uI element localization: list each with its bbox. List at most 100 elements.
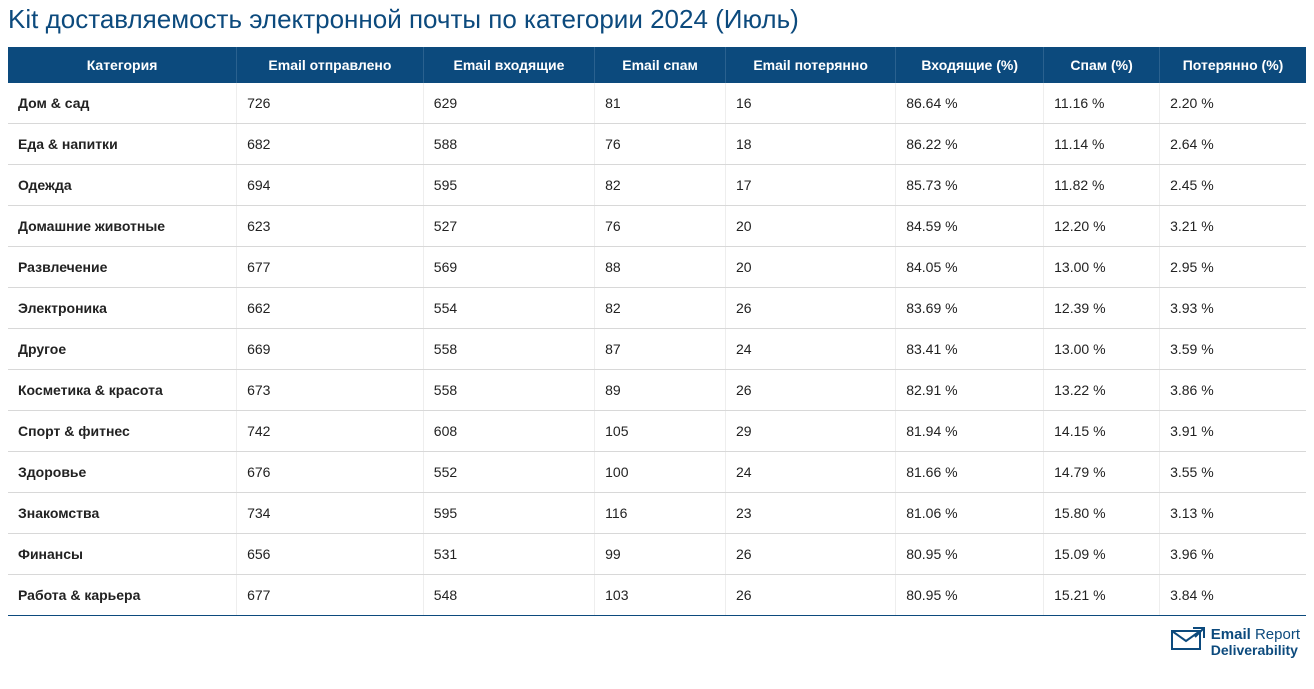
cell-value: 548 — [423, 575, 594, 616]
cell-value: 554 — [423, 288, 594, 329]
cell-value: 558 — [423, 370, 594, 411]
cell-value: 81.06 % — [896, 493, 1044, 534]
cell-value: 3.93 % — [1160, 288, 1306, 329]
cell-value: 23 — [726, 493, 896, 534]
cell-value: 608 — [423, 411, 594, 452]
col-header-sent[interactable]: Email отправлено — [237, 47, 424, 83]
table-row: Одежда694595821785.73 %11.82 %2.45 % — [8, 165, 1306, 206]
footer-brand-line1-light: Report — [1255, 626, 1300, 643]
cell-value: 694 — [237, 165, 424, 206]
cell-category: Развлечение — [8, 247, 237, 288]
cell-category: Спорт & фитнес — [8, 411, 237, 452]
cell-value: 682 — [237, 124, 424, 165]
cell-value: 569 — [423, 247, 594, 288]
col-header-spam-pct[interactable]: Спам (%) — [1044, 47, 1160, 83]
cell-value: 26 — [726, 534, 896, 575]
cell-value: 12.20 % — [1044, 206, 1160, 247]
cell-category: Еда & напитки — [8, 124, 237, 165]
table-row: Работа & карьера6775481032680.95 %15.21 … — [8, 575, 1306, 616]
cell-value: 742 — [237, 411, 424, 452]
cell-value: 116 — [595, 493, 726, 534]
table-row: Здоровье6765521002481.66 %14.79 %3.55 % — [8, 452, 1306, 493]
cell-category: Другое — [8, 329, 237, 370]
cell-value: 656 — [237, 534, 424, 575]
cell-value: 26 — [726, 370, 896, 411]
cell-value: 86.64 % — [896, 83, 1044, 124]
cell-value: 89 — [595, 370, 726, 411]
footer-brand-text: Email Report Deliverability — [1211, 627, 1300, 659]
page-title: Kit доставляемость электронной почты по … — [0, 0, 1314, 47]
cell-value: 677 — [237, 575, 424, 616]
cell-value: 100 — [595, 452, 726, 493]
cell-category: Дом & сад — [8, 83, 237, 124]
cell-value: 3.86 % — [1160, 370, 1306, 411]
cell-value: 3.91 % — [1160, 411, 1306, 452]
cell-value: 13.00 % — [1044, 329, 1160, 370]
cell-value: 662 — [237, 288, 424, 329]
footer-brand-line2: Deliverability — [1211, 643, 1300, 658]
deliverability-table: Категория Email отправлено Email входящи… — [8, 47, 1306, 616]
cell-value: 3.13 % — [1160, 493, 1306, 534]
cell-value: 14.15 % — [1044, 411, 1160, 452]
footer-brand-line1-bold: Email — [1211, 626, 1255, 643]
col-header-inbox-pct[interactable]: Входящие (%) — [896, 47, 1044, 83]
cell-value: 80.95 % — [896, 534, 1044, 575]
cell-value: 24 — [726, 452, 896, 493]
cell-value: 76 — [595, 124, 726, 165]
cell-value: 83.41 % — [896, 329, 1044, 370]
cell-value: 20 — [726, 247, 896, 288]
cell-value: 676 — [237, 452, 424, 493]
cell-category: Косметика & красота — [8, 370, 237, 411]
cell-value: 16 — [726, 83, 896, 124]
cell-value: 82 — [595, 288, 726, 329]
col-header-lost[interactable]: Email потерянно — [726, 47, 896, 83]
envelope-icon — [1171, 626, 1205, 659]
cell-value: 18 — [726, 124, 896, 165]
cell-value: 86.22 % — [896, 124, 1044, 165]
table-row: Еда & напитки682588761886.22 %11.14 %2.6… — [8, 124, 1306, 165]
cell-value: 673 — [237, 370, 424, 411]
cell-value: 15.09 % — [1044, 534, 1160, 575]
col-header-category[interactable]: Категория — [8, 47, 237, 83]
cell-value: 82 — [595, 165, 726, 206]
cell-value: 14.79 % — [1044, 452, 1160, 493]
cell-value: 3.55 % — [1160, 452, 1306, 493]
cell-value: 726 — [237, 83, 424, 124]
cell-value: 13.00 % — [1044, 247, 1160, 288]
cell-value: 595 — [423, 493, 594, 534]
cell-value: 3.59 % — [1160, 329, 1306, 370]
cell-value: 12.39 % — [1044, 288, 1160, 329]
cell-value: 669 — [237, 329, 424, 370]
table-header: Категория Email отправлено Email входящи… — [8, 47, 1306, 83]
cell-value: 629 — [423, 83, 594, 124]
cell-value: 15.80 % — [1044, 493, 1160, 534]
table-row: Развлечение677569882084.05 %13.00 %2.95 … — [8, 247, 1306, 288]
table-row: Другое669558872483.41 %13.00 %3.59 % — [8, 329, 1306, 370]
cell-value: 84.05 % — [896, 247, 1044, 288]
col-header-inbox[interactable]: Email входящие — [423, 47, 594, 83]
col-header-lost-pct[interactable]: Потерянно (%) — [1160, 47, 1306, 83]
cell-category: Знакомства — [8, 493, 237, 534]
cell-value: 2.95 % — [1160, 247, 1306, 288]
cell-value: 88 — [595, 247, 726, 288]
col-header-spam[interactable]: Email спам — [595, 47, 726, 83]
cell-value: 11.16 % — [1044, 83, 1160, 124]
cell-value: 11.82 % — [1044, 165, 1160, 206]
cell-value: 588 — [423, 124, 594, 165]
cell-value: 20 — [726, 206, 896, 247]
table-row: Спорт & фитнес7426081052981.94 %14.15 %3… — [8, 411, 1306, 452]
cell-value: 81.66 % — [896, 452, 1044, 493]
cell-value: 2.45 % — [1160, 165, 1306, 206]
cell-value: 734 — [237, 493, 424, 534]
table-row: Косметика & красота673558892682.91 %13.2… — [8, 370, 1306, 411]
cell-value: 552 — [423, 452, 594, 493]
cell-value: 531 — [423, 534, 594, 575]
cell-value: 85.73 % — [896, 165, 1044, 206]
cell-category: Домашние животные — [8, 206, 237, 247]
table-body: Дом & сад726629811686.64 %11.16 %2.20 %Е… — [8, 83, 1306, 616]
cell-value: 24 — [726, 329, 896, 370]
cell-category: Здоровье — [8, 452, 237, 493]
table-row: Дом & сад726629811686.64 %11.16 %2.20 % — [8, 83, 1306, 124]
cell-value: 83.69 % — [896, 288, 1044, 329]
table-row: Финансы656531992680.95 %15.09 %3.96 % — [8, 534, 1306, 575]
